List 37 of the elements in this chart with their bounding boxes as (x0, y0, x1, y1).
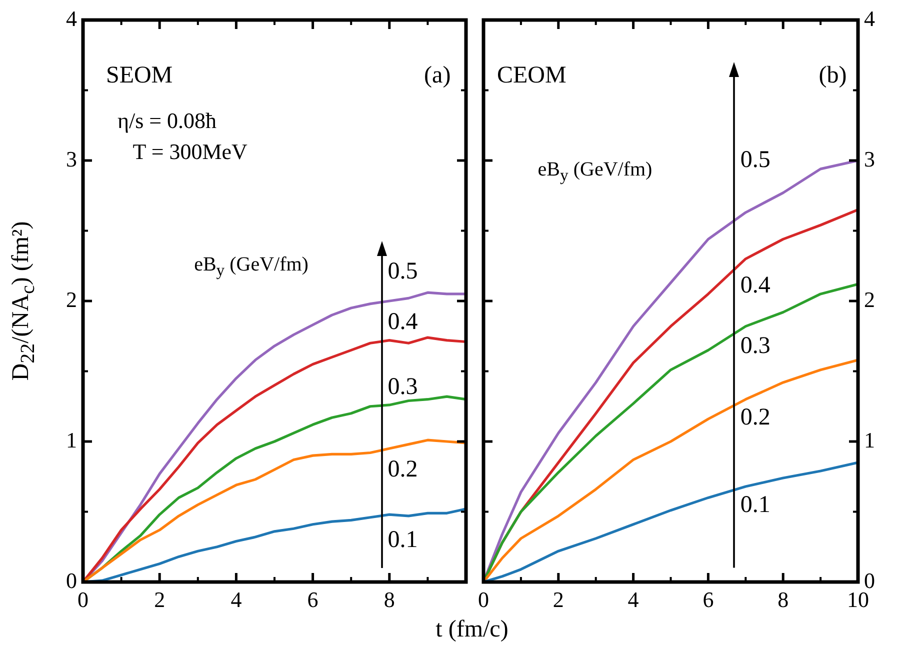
annotation: CEOM (496, 62, 566, 90)
series-label: 0.2 (388, 456, 418, 483)
series-label: 0.4 (388, 308, 418, 335)
y-tick-label: 2 (66, 286, 77, 312)
series-label: 0.1 (388, 526, 418, 553)
y-tick-label: 3 (864, 146, 875, 172)
y-tick-label: 3 (66, 146, 77, 172)
x-axis-title: t (fm/c) (436, 616, 508, 644)
x-tick-label: 0 (478, 586, 489, 612)
series-label: 0.5 (740, 146, 770, 173)
x-tick-label: 6 (307, 586, 318, 612)
y-tick-label: 2 (864, 286, 875, 312)
annotation: SEOM (106, 62, 173, 90)
series-label: 0.3 (388, 374, 418, 400)
series-label: 0.3 (740, 332, 770, 359)
y-tick-label: 4 (864, 6, 875, 31)
annotation: T = 300MeV (132, 139, 248, 166)
x-tick-label: 4 (230, 586, 242, 612)
annotation: eB$_{y}$ (GeV/fm) (538, 158, 652, 186)
y-tick-label: 1 (864, 427, 875, 452)
series-label: 0.4 (740, 272, 770, 299)
y-tick-label: 1 (66, 427, 77, 452)
annotation: (b) (818, 62, 847, 90)
series-label: 0.1 (740, 492, 770, 518)
annotation: eB$_{y}$ (GeV/fm) (194, 254, 308, 281)
y-tick-label: 4 (66, 6, 77, 31)
x-tick-label: 2 (154, 586, 166, 612)
series-label: 0.2 (740, 404, 770, 431)
x-tick-label: 8 (384, 586, 395, 612)
annotation: (a) (424, 62, 451, 90)
annotation: η/s = 0.08ħ (117, 108, 217, 134)
x-tick-label: 4 (628, 586, 639, 612)
y-tick-label: 0 (66, 568, 77, 593)
series-label: 0.5 (388, 258, 418, 284)
x-tick-label: 2 (552, 586, 564, 612)
x-tick-label: 6 (702, 586, 714, 612)
x-tick-label: 8 (778, 586, 789, 612)
